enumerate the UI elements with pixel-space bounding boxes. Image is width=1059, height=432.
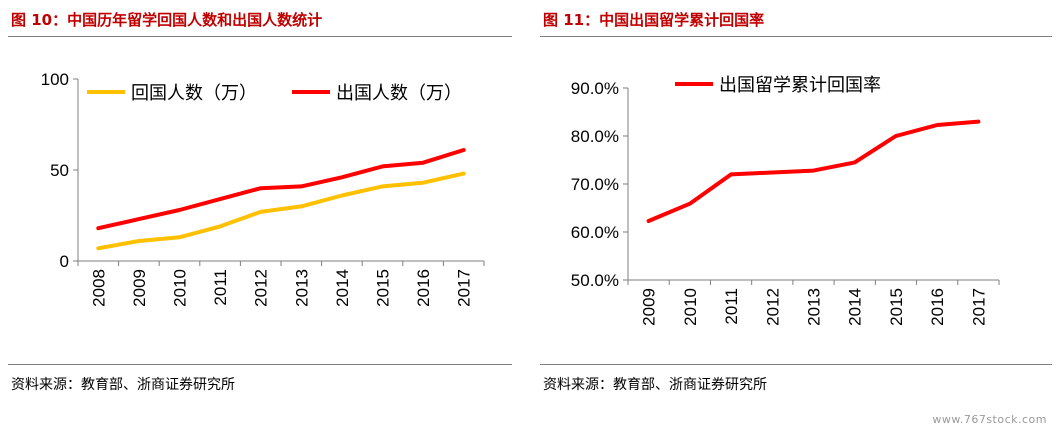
source-note: 资料来源：教育部、浙商证券研究所 (11, 377, 235, 393)
watermark: www.767stock.com (932, 413, 1047, 426)
y-tick-label: 0 (60, 252, 69, 271)
figure-10-panel: 图 10：中国历年留学回国人数和出国人数统计 0 50 100 2008 2009 201… (0, 0, 512, 400)
x-tick-label: 2014 (846, 288, 865, 326)
x-tick-label: 2009 (130, 269, 149, 307)
source-divider (540, 364, 1052, 365)
x-tick-label: 2015 (374, 269, 393, 307)
x-tick-label: 2010 (681, 288, 700, 326)
x-tick-label: 2012 (763, 288, 782, 326)
x-tick-label: 2011 (211, 269, 230, 306)
legend-label: 回国人数（万） (131, 83, 257, 104)
title-divider (540, 36, 1052, 37)
legend-label: 出国人数（万） (336, 83, 462, 104)
x-tick-label: 2017 (969, 288, 988, 326)
series-line (96, 171, 466, 251)
x-tick-label: 2013 (805, 288, 824, 326)
figure-title: 图 11：中国出国留学累计回国率 (543, 11, 765, 29)
legend-label: 出国留学累计回国率 (719, 75, 881, 96)
x-tick-label: 2008 (89, 269, 108, 307)
title-divider (8, 36, 512, 37)
x-tick-label: 2016 (414, 269, 433, 307)
x-tick-label: 2017 (455, 269, 474, 307)
x-tick-label: 2015 (887, 288, 906, 326)
source-note: 资料来源：教育部、浙商证券研究所 (543, 377, 767, 393)
x-tick-label: 2009 (640, 288, 659, 326)
chart-11-svg: 50.0% 60.0% 70.0% 80.0% 90.0% 2009 2010 2011 201… (571, 75, 1000, 326)
chart-10-svg: 0 50 100 2008 2009 2010 2011 2012 2013 2014 2015 20… (41, 70, 485, 307)
figure-title: 图 10：中国历年留学回国人数和出国人数统计 (11, 11, 323, 29)
y-tick-label: 80.0% (571, 127, 619, 146)
figure-11-panel: 图 11：中国出国留学累计回国率 50.0% 60.0% 70.0% 80.0% 90.… (532, 0, 1052, 400)
x-tick-label: 2013 (292, 269, 311, 307)
x-tick-label: 2012 (252, 269, 271, 307)
source-divider (8, 364, 512, 365)
y-tick-label: 70.0% (571, 175, 619, 194)
x-tick-label: 2010 (171, 269, 190, 307)
y-tick-label: 50.0% (571, 271, 619, 290)
y-tick-label: 100 (41, 70, 69, 89)
x-tick-label: 2016 (928, 288, 947, 326)
x-tick-label: 2014 (333, 269, 352, 307)
series-line (96, 148, 466, 231)
y-tick-label: 60.0% (571, 223, 619, 242)
y-tick-label: 90.0% (571, 79, 619, 98)
x-tick-label: 2011 (722, 288, 741, 325)
y-tick-label: 50 (50, 161, 69, 180)
series-line (646, 119, 981, 223)
